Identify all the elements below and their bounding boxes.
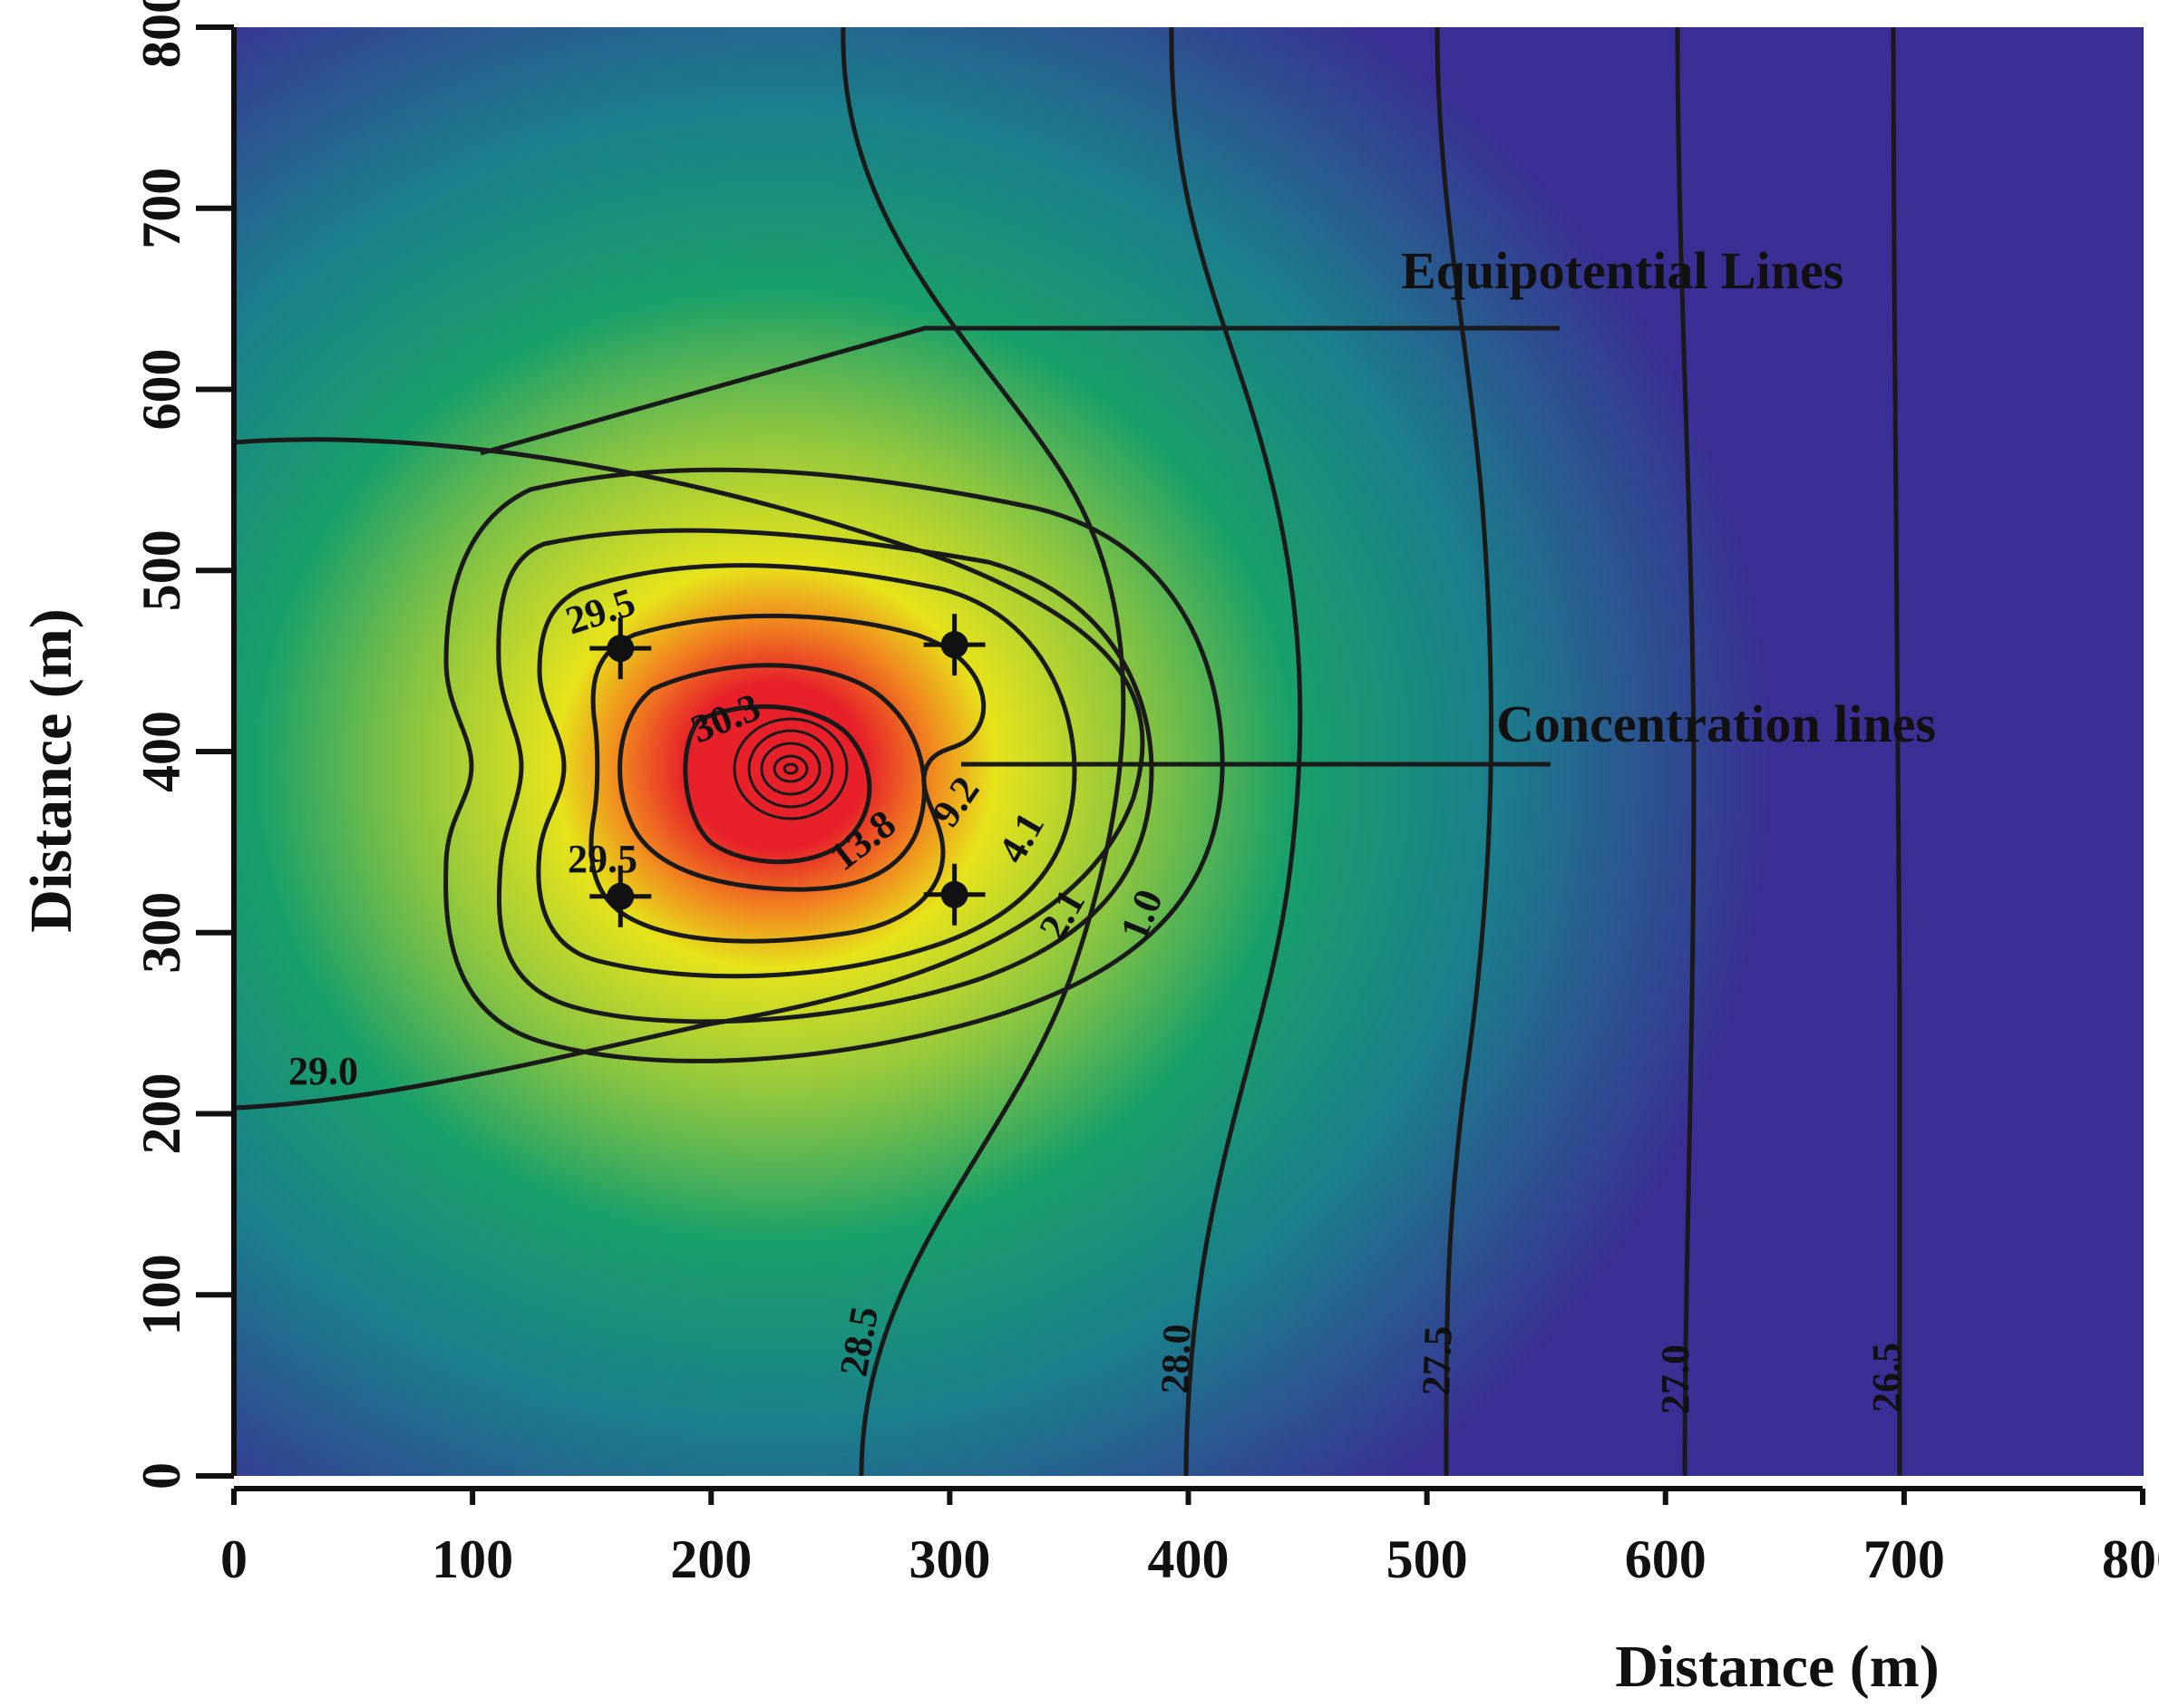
annotation-equipotential-lines: Equipotential Lines — [1401, 241, 1843, 300]
x-tick-label: 700 — [1863, 1529, 1945, 1589]
concentration-line-30-3 — [683, 704, 872, 865]
x-tick-label: 800 — [2102, 1529, 2159, 1589]
equipotential-line-28-0 — [1169, 27, 1303, 1476]
concentration-inner-2 — [747, 729, 834, 809]
equipotential-label-27-0: 27.0 — [1653, 1344, 1697, 1414]
x-tick-label: 400 — [1148, 1529, 1230, 1589]
x-axis-title: Distance (m) — [1615, 1634, 1939, 1700]
equipotential-leader-line — [480, 325, 1560, 456]
plot-heatmap-background — [234, 27, 2143, 1476]
concentration-line-13-8 — [618, 663, 927, 892]
x-tick-label: 200 — [670, 1529, 752, 1589]
concentration-line-2-1 — [496, 528, 1154, 1024]
x-tick-label: 500 — [1386, 1529, 1468, 1589]
equipotential-label-29-5-bottom: 29.5 — [568, 837, 637, 881]
y-tick-label: 100 — [131, 1254, 191, 1335]
y-tick-label: 500 — [131, 529, 191, 611]
concentration-line-4-1 — [536, 563, 1077, 979]
y-tick-label: 200 — [131, 1073, 191, 1155]
equipotential-label-28-0: 28.0 — [1152, 1324, 1200, 1395]
y-tick-label: 700 — [131, 168, 191, 249]
equipotential-label-27-5: 27.5 — [1414, 1325, 1461, 1397]
y-tick-label: 400 — [131, 711, 191, 792]
y-tick-label: 0 — [131, 1462, 191, 1490]
equipotential-line-29-0 — [234, 437, 1145, 1111]
equipotential-label-26-5: 26.5 — [1864, 1343, 1909, 1412]
x-tick-label: 300 — [909, 1529, 990, 1589]
x-tick-label: 0 — [220, 1529, 248, 1589]
well-marker — [923, 614, 986, 676]
concentration-inner-3 — [760, 742, 822, 796]
y-tick-label: 800 — [131, 0, 191, 68]
y-axis-title: Distance (m) — [18, 608, 84, 932]
concentration-inner-4 — [773, 754, 809, 783]
equipotential-line-28-5 — [841, 27, 1126, 1476]
wells — [589, 614, 986, 927]
equipotential-label-29-0: 29.0 — [288, 1049, 358, 1093]
equipotential-line-26-5 — [1891, 27, 1902, 1476]
y-tick-label: 300 — [131, 892, 191, 974]
concentration-inner-1 — [733, 717, 849, 820]
well-marker — [589, 617, 652, 680]
concentration-inner-5 — [783, 762, 799, 775]
well-marker — [923, 863, 986, 926]
x-tick-label: 600 — [1625, 1529, 1707, 1589]
equipotential-line-27-5 — [1434, 27, 1494, 1476]
x-tick-label: 100 — [432, 1529, 513, 1589]
equipotential-line-27-0 — [1675, 27, 1697, 1476]
y-tick-label: 600 — [131, 349, 191, 431]
y-axis-ticks: 0 100 200 300 400 500 600 700 800 — [131, 0, 234, 1490]
annotation-concentration-lines: Concentration lines — [1496, 694, 1936, 753]
well-marker — [589, 865, 652, 927]
x-axis-ticks: 0 100 200 300 400 500 600 700 800 — [220, 1489, 2159, 1589]
concentration-line-1-0 — [443, 467, 1225, 1063]
